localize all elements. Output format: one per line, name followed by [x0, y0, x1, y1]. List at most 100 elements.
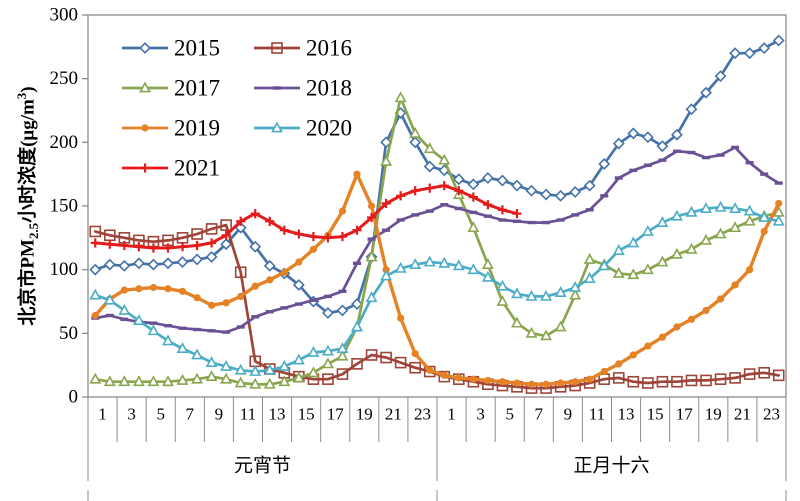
- series-2019-marker: [615, 360, 623, 368]
- series-2020-marker: [147, 324, 160, 336]
- hour-tick-label: 23: [414, 405, 431, 424]
- series-2018-marker: [556, 218, 565, 222]
- legend-marker-2015: [139, 42, 151, 54]
- series-2020-marker: [234, 363, 247, 375]
- series-2016-marker: [700, 374, 712, 387]
- series-2019-marker: [309, 245, 317, 253]
- series-2020-marker: [525, 289, 538, 301]
- series-2015-marker: [481, 172, 494, 184]
- series-2016-marker: [351, 358, 363, 370]
- series-2020-marker: [554, 286, 567, 297]
- series-2016-marker: [220, 219, 232, 231]
- series-2017-marker: [234, 376, 247, 388]
- series-2017-marker: [103, 375, 116, 387]
- series-2015-marker: [103, 258, 116, 271]
- legend-label-2017: 2017: [174, 76, 220, 101]
- series-2015-marker: [758, 42, 771, 55]
- series-2020-marker: [249, 365, 262, 376]
- series-2015-marker: [685, 103, 698, 116]
- legend-marker-2020: [271, 121, 283, 133]
- series-2019-marker: [557, 379, 565, 387]
- series-2017-marker: [132, 375, 145, 387]
- series-2020-marker: [394, 261, 407, 273]
- series-2020-marker: [336, 342, 349, 354]
- series-2019-marker: [455, 374, 463, 382]
- series-2015-marker: [220, 238, 233, 251]
- legend-label-2016: 2016: [306, 36, 352, 61]
- series-2015-marker: [540, 188, 552, 201]
- series-2019-marker: [222, 299, 230, 307]
- series-2015-marker: [772, 34, 785, 47]
- series-2017-marker: [714, 227, 727, 239]
- series-2020-marker: [191, 348, 204, 360]
- series-2019-marker: [542, 380, 550, 388]
- hour-tick-label: 17: [327, 405, 345, 424]
- series-2017-marker: [438, 153, 451, 165]
- series-2016-marker: [685, 374, 698, 387]
- series-2018-marker: [498, 218, 507, 222]
- series-2020-marker: [714, 200, 727, 212]
- hour-tick-label: 19: [356, 405, 373, 424]
- series-2018-marker: [527, 220, 536, 225]
- series-2018-marker: [483, 214, 492, 218]
- series-2020-marker: [380, 269, 393, 281]
- series-2020-marker: [176, 342, 189, 354]
- series-2020-marker: [438, 256, 451, 268]
- series-2020-line: [93, 205, 781, 373]
- series-2015-marker: [452, 173, 465, 186]
- series-2017-marker: [365, 250, 378, 262]
- series-2018-marker: [236, 325, 245, 329]
- series-2016-marker: [714, 373, 727, 385]
- series-2018-marker: [643, 163, 652, 167]
- series-2017-marker: [118, 375, 131, 387]
- series-2016-marker: [612, 372, 625, 384]
- series-2019-marker: [411, 350, 419, 358]
- series-2019-marker: [586, 375, 594, 383]
- series-2016-marker: [322, 373, 334, 385]
- series-2019-marker: [295, 258, 303, 266]
- series-2018-marker: [745, 161, 754, 165]
- y-tick-label: 0: [69, 387, 79, 408]
- series-2019-marker: [469, 375, 477, 383]
- series-2020-marker: [423, 255, 436, 267]
- series-2015-marker: [714, 70, 727, 83]
- hour-tick-label: 9: [564, 405, 573, 424]
- series-2019-marker: [484, 376, 492, 385]
- series-2019-marker: [353, 170, 361, 178]
- series-2015-marker: [409, 136, 422, 149]
- series-2017-marker: [554, 320, 567, 332]
- series-2020-marker: [496, 279, 509, 291]
- series-2020-marker: [569, 281, 582, 292]
- series-2018-marker: [774, 181, 783, 185]
- series-2016-marker: [409, 361, 421, 374]
- series-2015-marker: [322, 307, 334, 319]
- series-2017-marker: [307, 366, 320, 378]
- series-2016-marker: [671, 375, 683, 388]
- legend-label-2018: 2018: [306, 76, 352, 101]
- hour-tick-label: 1: [98, 405, 107, 424]
- series-2017-marker: [656, 255, 669, 267]
- series-2015-marker: [191, 253, 203, 266]
- series-2017-marker: [278, 375, 291, 387]
- hour-tick-label: 7: [186, 405, 195, 424]
- hour-tick-label: 15: [647, 405, 664, 424]
- series-2017-marker: [336, 349, 349, 361]
- series-2017-marker: [525, 326, 538, 338]
- hour-tick-label: 9: [215, 405, 224, 424]
- series-2015-marker: [263, 259, 276, 272]
- series-2019-marker: [775, 199, 783, 208]
- series-2018-marker: [614, 176, 623, 180]
- series-2019-marker: [266, 276, 274, 284]
- series-2020-marker: [743, 204, 756, 216]
- series-2018-marker: [585, 208, 594, 212]
- series-2017-marker: [292, 371, 305, 383]
- series-2017-marker: [191, 372, 204, 384]
- series-2018-marker: [149, 321, 158, 325]
- series-2016-marker: [758, 367, 770, 379]
- series-2017-marker: [409, 126, 422, 138]
- legend-label-2019: 2019: [174, 116, 220, 141]
- series-2016-marker: [627, 375, 640, 388]
- hour-tick-label: 13: [618, 405, 635, 424]
- y-tick-label: 200: [50, 132, 79, 153]
- series-2017-marker: [583, 253, 596, 264]
